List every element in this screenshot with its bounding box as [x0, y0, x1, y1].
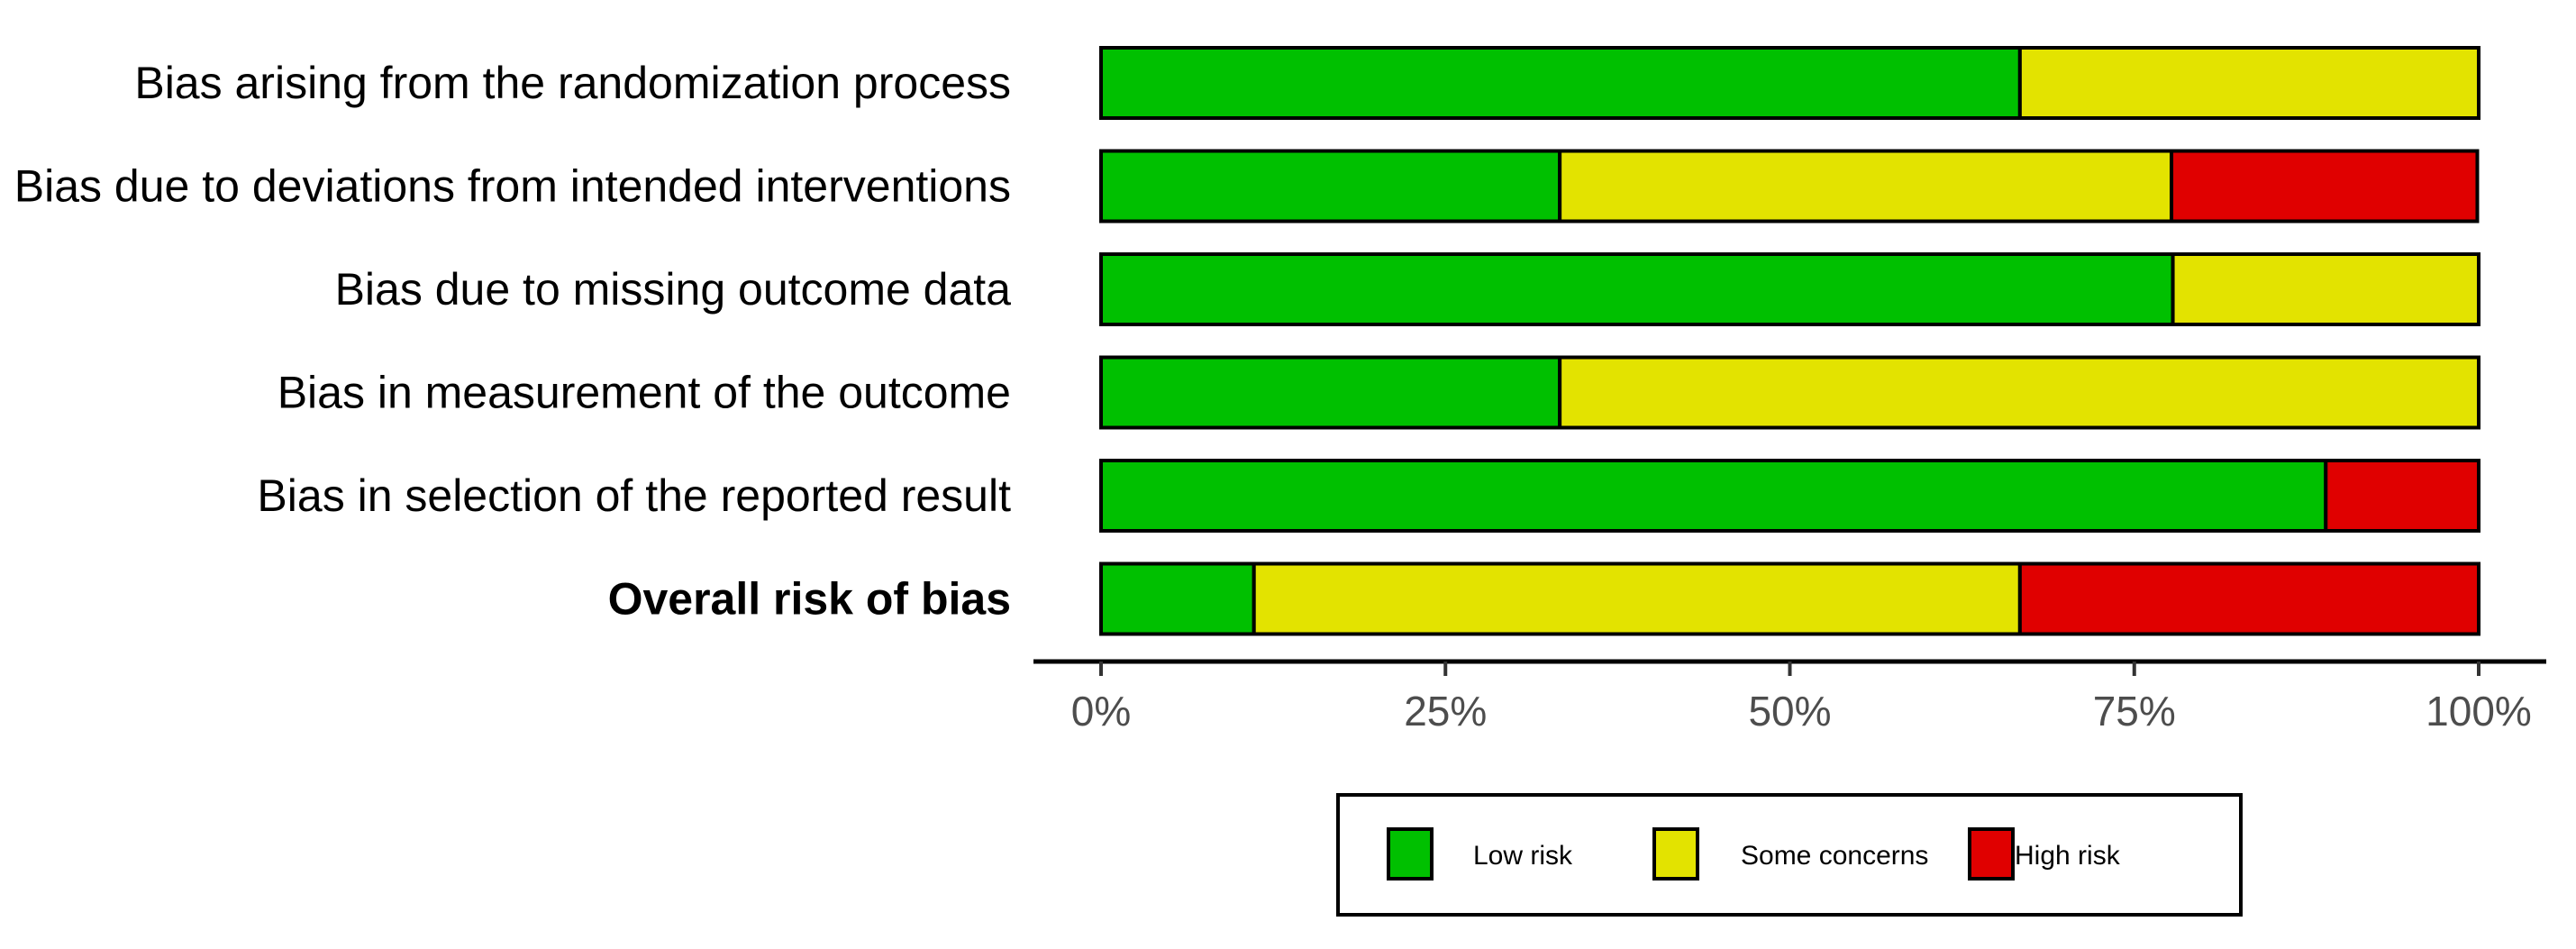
- bar-segment-low-risk: [1099, 355, 1562, 430]
- legend-swatch-low-risk: [1387, 827, 1434, 881]
- domain-label: Bias due to deviations from intended int…: [14, 161, 1011, 212]
- domain-label: Bias in measurement of the outcome: [278, 368, 1011, 418]
- bar-segment-low-risk: [1099, 46, 2022, 120]
- x-tick-label: 0%: [1071, 688, 1131, 735]
- bar-segment-low-risk: [1099, 252, 2175, 326]
- legend: Low risk Some concerns High risk: [1336, 793, 2243, 917]
- bar-segment-some-concerns: [2017, 46, 2481, 120]
- stacked-bars: [1099, 46, 2481, 636]
- legend-box: [1336, 793, 2243, 917]
- legend-label: Low risk: [1473, 841, 1573, 871]
- bar-segment-high-risk: [2324, 459, 2480, 533]
- legend-label: Some concerns: [1741, 841, 1928, 871]
- x-tick-label: 75%: [2093, 688, 2176, 735]
- bar-segment-low-risk: [1099, 149, 1562, 224]
- bar-segment-low-risk: [1099, 459, 2328, 533]
- bar-segment-low-risk: [1099, 561, 1256, 636]
- bar-segment-high-risk: [2170, 149, 2480, 224]
- bar-segment-high-risk: [2017, 561, 2481, 636]
- x-axis: 0% 25% 50% 75% 100%: [1033, 659, 2546, 735]
- legend-swatch-high-risk: [1968, 827, 2015, 881]
- bar-segment-some-concerns: [1558, 355, 2480, 430]
- x-tick-label: 100%: [2426, 688, 2532, 735]
- domain-labels: Bias arising from the randomization proc…: [14, 58, 1011, 625]
- domain-label: Overall risk of bias: [608, 574, 1011, 625]
- x-tick-label: 50%: [1748, 688, 1831, 735]
- legend-swatch-some-concerns: [1652, 827, 1699, 881]
- x-tick-label: 25%: [1404, 688, 1487, 735]
- bar-segment-some-concerns: [1252, 561, 2022, 636]
- domain-label: Bias in selection of the reported result: [257, 470, 1011, 521]
- domain-label: Bias due to missing outcome data: [335, 264, 1012, 315]
- domain-label: Bias arising from the randomization proc…: [134, 58, 1011, 108]
- bar-segment-some-concerns: [2171, 252, 2480, 326]
- bar-segment-some-concerns: [1558, 149, 2174, 224]
- legend-label: High risk: [2015, 841, 2121, 871]
